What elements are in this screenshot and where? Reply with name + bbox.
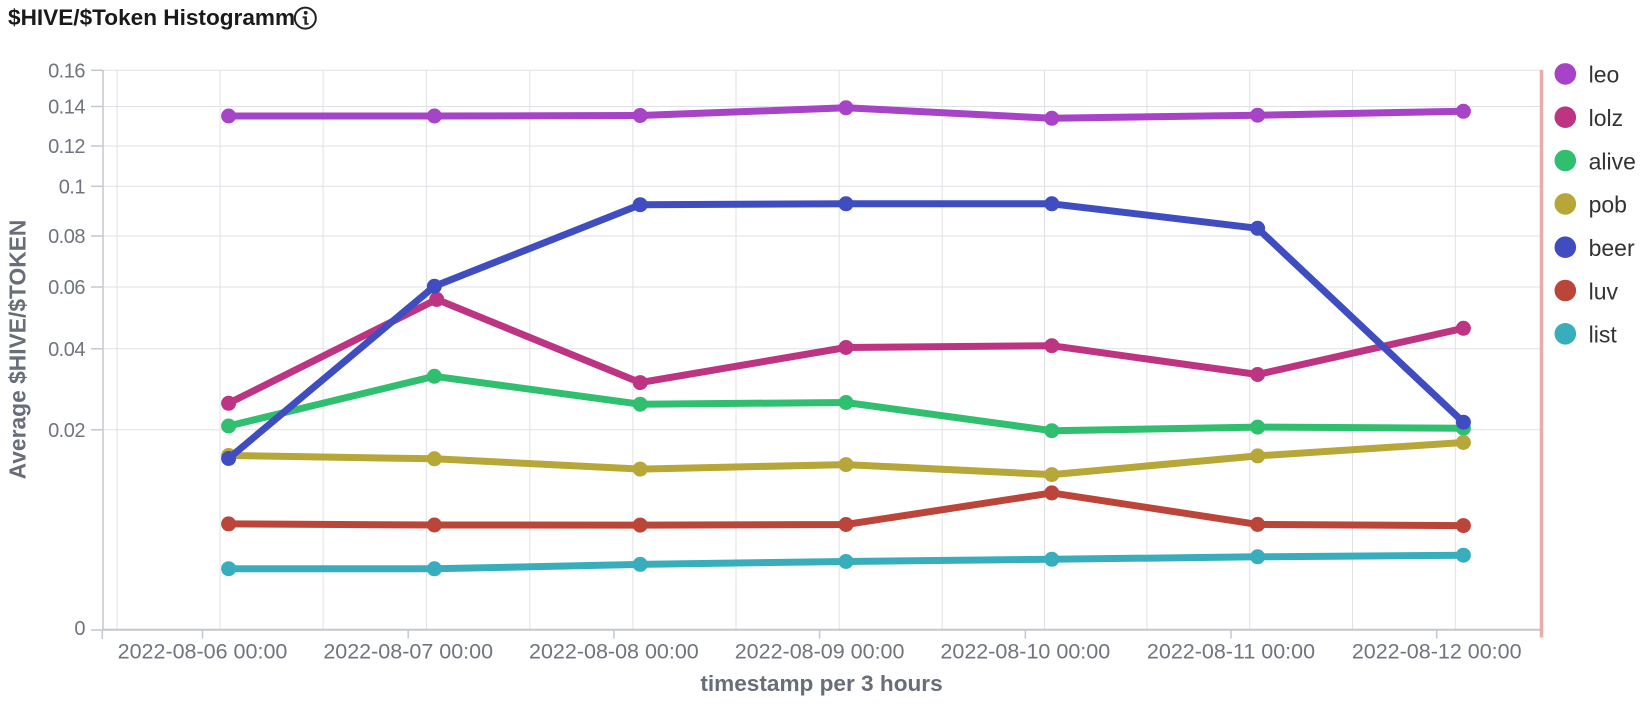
svg-text:alive: alive <box>1589 148 1636 174</box>
svg-text:beer: beer <box>1589 235 1635 261</box>
svg-text:0.12: 0.12 <box>48 136 85 158</box>
svg-text:2022-08-06 00:00: 2022-08-06 00:00 <box>118 640 288 664</box>
svg-text:2022-08-07 00:00: 2022-08-07 00:00 <box>323 640 493 664</box>
svg-text:2022-08-10 00:00: 2022-08-10 00:00 <box>940 640 1110 664</box>
svg-text:0.04: 0.04 <box>48 339 85 361</box>
svg-text:0.14: 0.14 <box>48 97 85 119</box>
svg-text:timestamp per 3 hours: timestamp per 3 hours <box>700 671 942 696</box>
svg-text:0.1: 0.1 <box>59 176 86 198</box>
svg-text:2022-08-12 00:00: 2022-08-12 00:00 <box>1352 640 1522 664</box>
svg-text:2022-08-11 00:00: 2022-08-11 00:00 <box>1147 640 1315 664</box>
svg-text:lolz: lolz <box>1589 105 1624 131</box>
svg-text:0.16: 0.16 <box>48 60 85 82</box>
svg-text:0.06: 0.06 <box>48 277 85 299</box>
svg-text:leo: leo <box>1589 62 1620 88</box>
svg-text:pob: pob <box>1589 192 1627 218</box>
svg-text:2022-08-08 00:00: 2022-08-08 00:00 <box>529 640 699 664</box>
svg-text:0: 0 <box>74 618 85 640</box>
svg-text:Average $HIVE/$TOKEN: Average $HIVE/$TOKEN <box>4 220 30 480</box>
svg-text:list: list <box>1589 322 1618 348</box>
svg-text:$HIVE/$Token Histogramm: $HIVE/$Token Histogramm <box>8 5 295 30</box>
svg-text:2022-08-09 00:00: 2022-08-09 00:00 <box>735 640 905 664</box>
svg-text:0.08: 0.08 <box>48 226 85 248</box>
svg-text:0.02: 0.02 <box>48 420 85 442</box>
svg-text:luv: luv <box>1589 278 1619 304</box>
